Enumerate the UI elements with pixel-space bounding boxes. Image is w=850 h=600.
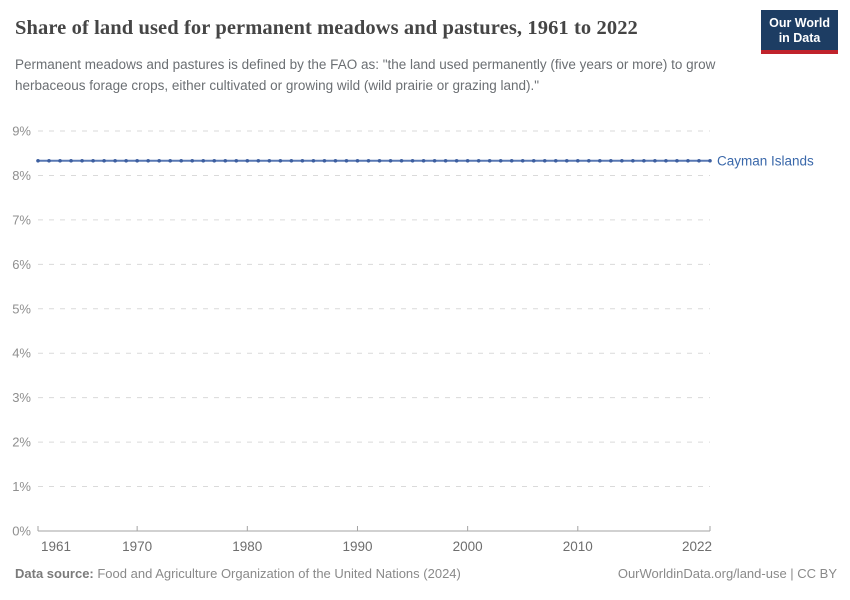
x-axis-label: 1980 bbox=[232, 539, 262, 554]
data-point[interactable] bbox=[432, 158, 437, 163]
data-point[interactable] bbox=[256, 158, 261, 163]
data-point[interactable] bbox=[399, 158, 404, 163]
data-point[interactable] bbox=[509, 158, 514, 163]
data-point[interactable] bbox=[91, 158, 95, 163]
data-point[interactable] bbox=[664, 158, 668, 163]
series-label[interactable]: Cayman Islands bbox=[717, 153, 814, 168]
data-point[interactable] bbox=[620, 158, 624, 163]
data-point[interactable] bbox=[289, 158, 294, 163]
data-point[interactable] bbox=[675, 158, 679, 163]
data-point[interactable] bbox=[388, 158, 393, 163]
data-source-value: Food and Agriculture Organization of the… bbox=[93, 566, 461, 581]
data-point[interactable] bbox=[234, 158, 239, 163]
y-axis-label: 7% bbox=[12, 212, 31, 227]
y-axis-label: 8% bbox=[12, 168, 31, 183]
y-axis-label: 3% bbox=[12, 390, 31, 405]
data-point[interactable] bbox=[476, 158, 481, 163]
data-point[interactable] bbox=[653, 158, 657, 163]
y-axis-label: 0% bbox=[12, 524, 31, 539]
data-point[interactable] bbox=[587, 158, 591, 163]
data-point[interactable] bbox=[322, 158, 327, 163]
data-point[interactable] bbox=[487, 158, 492, 163]
data-point[interactable] bbox=[47, 158, 51, 163]
data-point[interactable] bbox=[58, 158, 62, 163]
x-axis-label: 2010 bbox=[563, 539, 593, 554]
data-point[interactable] bbox=[697, 158, 701, 163]
data-point[interactable] bbox=[267, 158, 272, 163]
data-point[interactable] bbox=[278, 158, 283, 163]
data-point[interactable] bbox=[201, 158, 206, 163]
data-point[interactable] bbox=[642, 158, 646, 163]
data-point[interactable] bbox=[157, 158, 161, 163]
data-point[interactable] bbox=[344, 158, 349, 163]
data-point[interactable] bbox=[609, 158, 613, 163]
chart-footer: Data source: Food and Agriculture Organi… bbox=[15, 566, 837, 581]
data-source: Data source: Food and Agriculture Organi… bbox=[15, 566, 461, 581]
line-chart: 0% 1% 2% 3% 4% 5% 6% 7% 8% 9% 1961 1970 1980 1990 2000… bbox=[12, 124, 814, 555]
data-point[interactable] bbox=[36, 158, 40, 163]
data-point[interactable] bbox=[465, 158, 470, 163]
data-point[interactable] bbox=[421, 158, 426, 163]
data-point[interactable] bbox=[355, 158, 360, 163]
data-point[interactable] bbox=[179, 158, 184, 163]
data-point[interactable] bbox=[498, 158, 503, 163]
data-point[interactable] bbox=[454, 158, 459, 163]
data-source-label: Data source: bbox=[15, 566, 94, 581]
chart-title: Share of land used for permanent meadows… bbox=[15, 17, 638, 39]
data-point[interactable] bbox=[80, 158, 84, 163]
data-point[interactable] bbox=[135, 158, 139, 163]
y-axis-label: 4% bbox=[12, 346, 31, 361]
data-point[interactable] bbox=[366, 158, 371, 163]
x-axis-label: 2000 bbox=[453, 539, 483, 554]
data-point[interactable] bbox=[410, 158, 415, 163]
x-axis-label: 2022 bbox=[682, 539, 712, 554]
chart-subtitle: Permanent meadows and pastures is define… bbox=[15, 57, 716, 93]
x-axis-label: 1961 bbox=[41, 539, 71, 554]
data-point[interactable] bbox=[69, 158, 73, 163]
data-point[interactable] bbox=[311, 158, 316, 163]
data-point[interactable] bbox=[377, 158, 382, 163]
data-point[interactable] bbox=[686, 158, 690, 163]
data-point[interactable] bbox=[113, 158, 117, 163]
data-point[interactable] bbox=[564, 158, 569, 163]
y-axis-label: 9% bbox=[12, 124, 31, 139]
y-axis-label: 6% bbox=[12, 257, 31, 272]
data-point[interactable] bbox=[168, 158, 172, 163]
data-point[interactable] bbox=[212, 158, 217, 163]
data-point[interactable] bbox=[300, 158, 305, 163]
y-axis-label: 2% bbox=[12, 435, 31, 450]
data-point[interactable] bbox=[443, 158, 448, 163]
data-point[interactable] bbox=[520, 158, 525, 163]
owid-logo-line1: Our World bbox=[769, 16, 830, 30]
owid-logo-line2: in Data bbox=[778, 31, 821, 45]
header: Share of land used for permanent meadows… bbox=[15, 13, 760, 96]
y-axis-label: 1% bbox=[12, 479, 31, 494]
owid-logo[interactable]: Our World in Data bbox=[761, 10, 838, 54]
data-point[interactable] bbox=[531, 158, 536, 163]
data-point[interactable] bbox=[553, 158, 558, 163]
x-axis-label: 1970 bbox=[122, 539, 152, 554]
y-axis-label: 5% bbox=[12, 301, 31, 316]
data-point[interactable] bbox=[124, 158, 128, 163]
data-point[interactable] bbox=[576, 158, 580, 163]
data-point[interactable] bbox=[598, 158, 602, 163]
data-point[interactable] bbox=[708, 158, 712, 163]
data-point[interactable] bbox=[102, 158, 106, 163]
data-point[interactable] bbox=[542, 158, 547, 163]
footer-link[interactable]: OurWorldinData.org/land-use | CC BY bbox=[617, 566, 837, 581]
data-point[interactable] bbox=[146, 158, 150, 163]
x-axis-label: 1990 bbox=[342, 539, 372, 554]
data-point[interactable] bbox=[333, 158, 338, 163]
data-point[interactable] bbox=[223, 158, 228, 163]
data-point[interactable] bbox=[190, 158, 195, 163]
data-point[interactable] bbox=[631, 158, 635, 163]
data-point[interactable] bbox=[245, 158, 250, 163]
